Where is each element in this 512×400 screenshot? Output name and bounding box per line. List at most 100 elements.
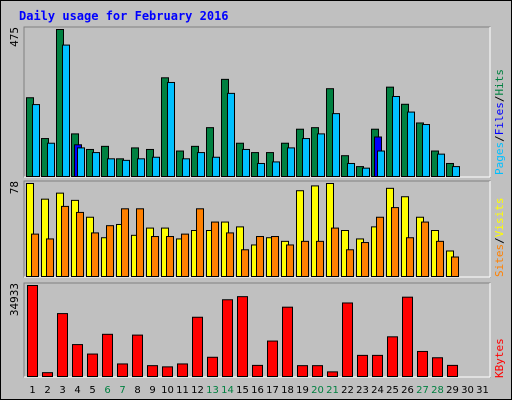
bar-kbytes-day-7 [117, 363, 128, 377]
bar-pages-day-12 [197, 152, 205, 177]
bar-sites-day-16 [256, 236, 264, 277]
bar-sites-day-20 [316, 240, 324, 278]
bar-kbytes-day-11 [177, 363, 188, 377]
bar-kbytes-day-16 [252, 364, 263, 377]
bar-pages-day-7 [122, 159, 130, 178]
legend-sites: Sites [493, 244, 506, 277]
day-tick-labels: 1 2 3 4 5 6 7 8 9 10 11 12 13 14 15 16 17 18 19 20 21 22 23 24 2… [29, 385, 489, 396]
bar-pages-day-10 [167, 81, 175, 177]
bar-sites-day-6 [106, 225, 114, 278]
bar-visits-day-20 [311, 185, 319, 278]
bottom-axis-max-label: 34933 [8, 283, 21, 316]
bar-kbytes-day-18 [282, 306, 293, 377]
day-tick-9: 9 [149, 385, 155, 396]
bar-sites-day-25 [391, 207, 399, 278]
legend-visits: Visits [493, 198, 506, 238]
bar-pages-day-29 [452, 166, 460, 178]
day-tick-30: 30 [461, 385, 474, 396]
bar-pages-day-14 [227, 92, 235, 177]
day-tick-11: 11 [176, 385, 189, 396]
bar-kbytes-day-26 [402, 296, 413, 377]
day-tick-17: 17 [266, 385, 279, 396]
bar-visits-day-26 [401, 196, 409, 277]
bar-kbytes-day-15 [237, 296, 248, 377]
day-tick-20: 20 [311, 385, 324, 396]
legend-sep-2: / [493, 96, 506, 103]
bar-kbytes-day-17 [267, 340, 278, 378]
bar-sites-day-2 [46, 238, 54, 277]
bar-kbytes-day-20 [312, 365, 323, 378]
bar-sites-day-18 [286, 244, 294, 277]
bar-pages-day-5 [92, 152, 100, 177]
bar-kbytes-day-14 [222, 299, 233, 377]
bar-kbytes-day-23 [357, 354, 368, 378]
bar-sites-day-4 [76, 211, 84, 277]
bar-kbytes-day-9 [147, 365, 158, 378]
bar-visits-day-2 [41, 198, 49, 278]
legend-kbytes: KBytes [493, 338, 506, 378]
bar-sites-day-13 [211, 221, 219, 277]
bar-pages-day-13 [212, 156, 220, 178]
legend-sep-3: / [493, 237, 506, 244]
day-tick-15: 15 [236, 385, 249, 396]
chart-panels [23, 26, 491, 378]
bar-visits-day-1 [26, 183, 34, 277]
legend-pages: Pages [493, 142, 506, 175]
bar-pages-day-23 [362, 167, 370, 178]
bar-sites-day-15 [241, 249, 249, 278]
day-tick-7: 7 [119, 385, 125, 396]
bottom-panel-legend: KBytes [493, 338, 506, 378]
bar-sites-day-27 [421, 221, 429, 277]
bar-sites-day-21 [331, 227, 339, 277]
day-tick-4: 4 [74, 385, 80, 396]
day-tick-16: 16 [251, 385, 264, 396]
bar-kbytes-day-4 [72, 344, 83, 377]
bar-kbytes-day-12 [192, 316, 203, 377]
bar-pages-day-28 [437, 153, 445, 177]
legend-files: Files [493, 102, 506, 135]
day-tick-27: 27 [416, 385, 429, 396]
day-tick-1: 1 [29, 385, 35, 396]
chart-title: Daily usage for February 2016 [19, 9, 229, 23]
bar-pages-day-21 [332, 113, 340, 177]
day-tick-31: 31 [476, 385, 489, 396]
day-tick-23: 23 [356, 385, 369, 396]
bar-pages-day-11 [182, 158, 190, 178]
bar-kbytes-day-5 [87, 353, 98, 378]
bar-pages-day-27 [422, 124, 430, 177]
bar-kbytes-day-1 [27, 285, 38, 377]
bar-sites-day-1 [31, 233, 39, 278]
top-panel-legend: Pages/Files/Hits [493, 69, 506, 175]
bar-kbytes-day-2 [42, 372, 53, 378]
bar-sites-day-26 [406, 237, 414, 278]
bar-pages-day-8 [137, 158, 145, 178]
day-tick-13: 13 [206, 385, 219, 396]
day-tick-10: 10 [161, 385, 174, 396]
bar-pages-day-19 [302, 138, 310, 177]
bar-sites-day-19 [301, 240, 309, 278]
bar-kbytes-day-21 [327, 371, 338, 378]
bar-sites-day-22 [346, 249, 354, 278]
bar-kbytes-day-13 [207, 356, 218, 378]
day-tick-12: 12 [191, 385, 204, 396]
bar-sites-day-23 [361, 242, 369, 278]
day-tick-8: 8 [134, 385, 140, 396]
bar-pages-day-20 [317, 133, 325, 178]
bar-sites-day-14 [226, 232, 234, 278]
day-tick-18: 18 [281, 385, 294, 396]
bar-pages-day-18 [287, 147, 295, 177]
bar-sites-day-8 [136, 208, 144, 277]
bar-pages-day-17 [272, 161, 280, 177]
bar-sites-day-11 [181, 233, 189, 278]
day-tick-25: 25 [386, 385, 399, 396]
day-tick-26: 26 [401, 385, 414, 396]
top-axis-max-label: 475 [8, 27, 21, 47]
day-tick-2: 2 [44, 385, 50, 396]
bar-kbytes-day-19 [297, 365, 308, 378]
bar-pages-day-26 [407, 111, 415, 177]
bar-sites-day-3 [61, 205, 69, 277]
bar-kbytes-day-6 [102, 333, 113, 377]
bar-sites-day-29 [451, 256, 459, 277]
bar-sites-day-5 [91, 232, 99, 278]
